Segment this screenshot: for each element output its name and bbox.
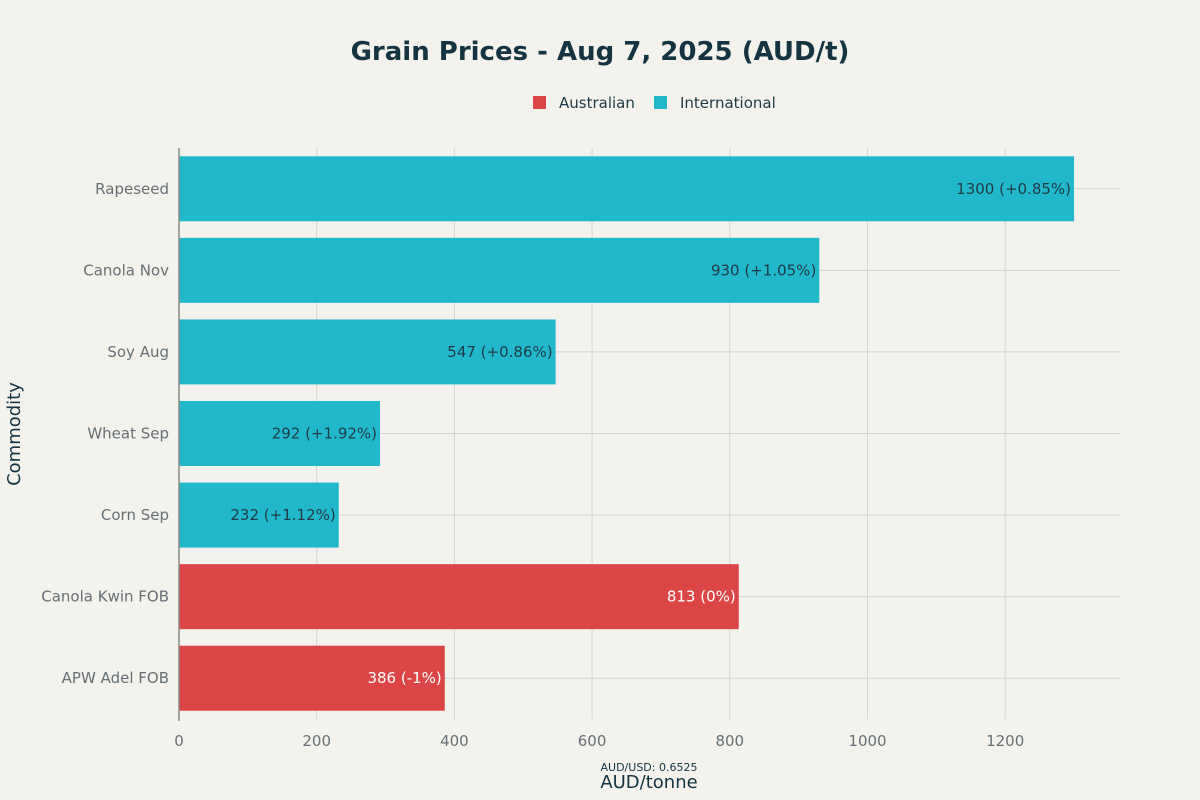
data-label: 547 (+0.86%) xyxy=(447,343,552,361)
bar-soy-aug xyxy=(179,319,556,385)
data-label: 232 (+1.12%) xyxy=(230,506,335,524)
legend-label-international: International xyxy=(680,94,776,112)
data-label: 930 (+1.05%) xyxy=(711,261,816,279)
x-tick-label: 1200 xyxy=(986,732,1024,750)
axes: Rapeseed Canola Nov Soy Aug Wheat Sep Corn S… xyxy=(41,148,1024,750)
x-axis-title: AUD/tonne xyxy=(600,772,697,793)
x-tick-label: 200 xyxy=(302,732,331,750)
data-label: 292 (+1.92%) xyxy=(272,425,377,443)
data-labels: 1300 (+0.85%) 930 (+1.05%) 547 (+0.86%) 292… xyxy=(230,180,1071,687)
y-tick-label: Canola Kwin FOB xyxy=(41,588,169,606)
x-tick-label: 0 xyxy=(174,732,184,750)
x-tick-label: 1000 xyxy=(848,732,886,750)
legend-label-australian: Australian xyxy=(559,94,635,112)
bar-corn-sep xyxy=(179,482,339,548)
y-tick-label: Corn Sep xyxy=(101,506,169,524)
bar-rapeseed xyxy=(179,156,1075,222)
exchange-rate-note: AUD/USD: 0.6525 xyxy=(601,761,698,774)
y-tick-label: Canola Nov xyxy=(83,261,169,279)
bar-apw-adel-fob xyxy=(179,645,445,711)
bar-canola-kwin-fob xyxy=(179,564,739,630)
y-tick-label: Rapeseed xyxy=(95,180,169,198)
data-label: 1300 (+0.85%) xyxy=(956,180,1071,198)
legend-swatch-international xyxy=(654,96,667,109)
y-axis-title: Commodity xyxy=(4,382,25,486)
data-label: 386 (-1%) xyxy=(367,669,441,687)
y-tick-label: APW Adel FOB xyxy=(62,669,169,687)
bars xyxy=(179,156,1075,711)
x-tick-label: 600 xyxy=(578,732,607,750)
chart-title: Grain Prices - Aug 7, 2025 (AUD/t) xyxy=(351,37,850,67)
x-tick-label: 800 xyxy=(715,732,744,750)
legend-swatch-australian xyxy=(533,96,546,109)
x-tick-label: 400 xyxy=(440,732,469,750)
y-tick-label: Soy Aug xyxy=(107,343,169,361)
bar-wheat-sep xyxy=(179,401,381,466)
legend: Australian International xyxy=(533,94,776,112)
bar-canola-nov xyxy=(179,237,820,303)
y-tick-label: Wheat Sep xyxy=(87,425,169,443)
data-label: 813 (0%) xyxy=(667,588,736,606)
